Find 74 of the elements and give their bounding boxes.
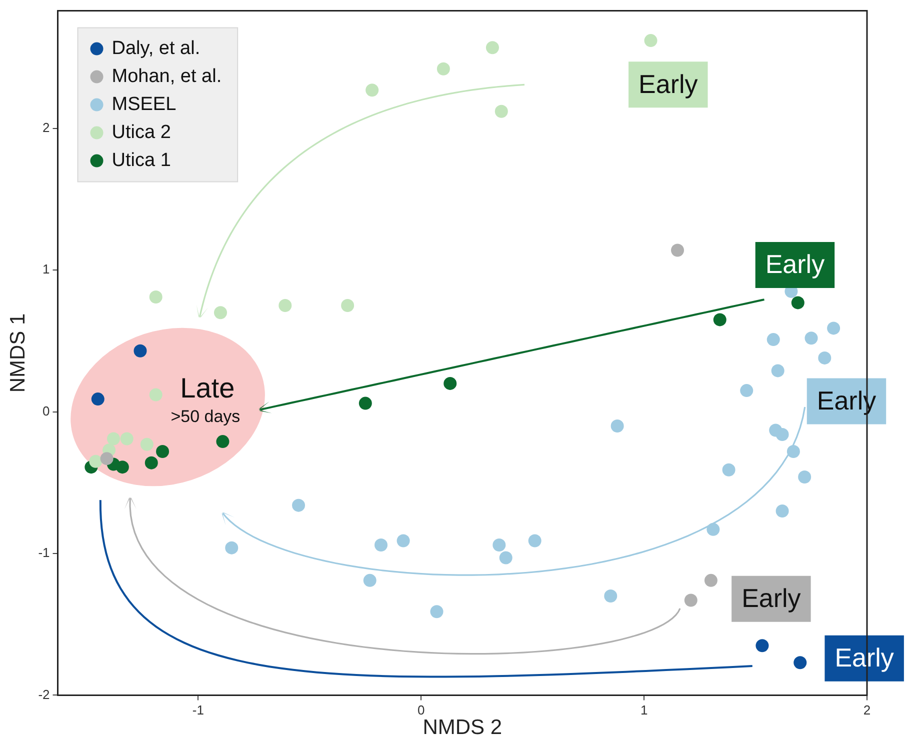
point (713, 313, 726, 326)
x-tick-label: 2 (863, 702, 871, 718)
legend-label: Mohan, et al. (112, 66, 222, 88)
point (106, 432, 120, 446)
y-tick-label: 1 (42, 262, 50, 277)
point (89, 454, 102, 468)
point (494, 104, 508, 118)
point (794, 656, 807, 670)
x-tick-label: 1 (640, 702, 648, 718)
point (91, 392, 104, 406)
point (786, 444, 800, 458)
point (341, 299, 354, 312)
point (771, 364, 784, 378)
point (156, 444, 170, 458)
point (144, 456, 158, 470)
annotation: Early (834, 642, 894, 673)
x-tick-label: -1 (192, 702, 204, 718)
x-axis-title: NMDS 2 (422, 716, 502, 740)
point (704, 574, 718, 587)
point (722, 463, 736, 476)
point (776, 504, 789, 518)
point (604, 590, 618, 603)
point (214, 306, 227, 320)
point (610, 419, 624, 432)
legend-label: Daly, et al. (112, 38, 200, 60)
point (149, 388, 162, 402)
point (366, 84, 379, 97)
point (740, 384, 754, 398)
point (225, 541, 238, 554)
point (216, 435, 230, 448)
point (776, 428, 789, 441)
x-tick-label: 0 (418, 702, 425, 718)
annotation: Early (765, 249, 825, 280)
point (818, 351, 832, 364)
point (492, 538, 506, 552)
point (528, 534, 542, 548)
point (444, 376, 457, 390)
point (374, 538, 388, 552)
point (706, 522, 720, 536)
point (791, 296, 804, 310)
y-tick-label: -1 (38, 545, 50, 560)
legend-label: Utica 1 (112, 150, 171, 172)
point (358, 396, 372, 410)
point (671, 244, 684, 257)
point (684, 594, 698, 607)
legend-label: Utica 2 (112, 122, 171, 144)
annotation: >50 days (170, 407, 240, 426)
point (134, 344, 147, 358)
point (149, 290, 162, 304)
y-tick-label: 0 (42, 403, 50, 418)
y-tick-label: 2 (42, 120, 50, 135)
y-axis-title: NMDS 1 (6, 313, 30, 393)
point (140, 438, 154, 451)
point (396, 534, 410, 548)
annotation: Late (180, 372, 235, 404)
point (363, 574, 376, 587)
point (430, 605, 444, 618)
annotation: Early (638, 68, 698, 99)
point (756, 639, 769, 652)
point (120, 432, 134, 446)
point (486, 41, 499, 54)
point (292, 498, 306, 512)
point (804, 332, 818, 345)
annotation: Early (742, 583, 801, 614)
point (644, 34, 658, 48)
legend-label: MSEEL (112, 94, 176, 116)
point (100, 452, 114, 466)
y-tick-label: -2 (38, 686, 50, 702)
point (827, 322, 840, 335)
point (436, 62, 450, 76)
point (798, 470, 812, 484)
point (766, 333, 780, 346)
point (499, 551, 512, 564)
point (278, 299, 292, 312)
